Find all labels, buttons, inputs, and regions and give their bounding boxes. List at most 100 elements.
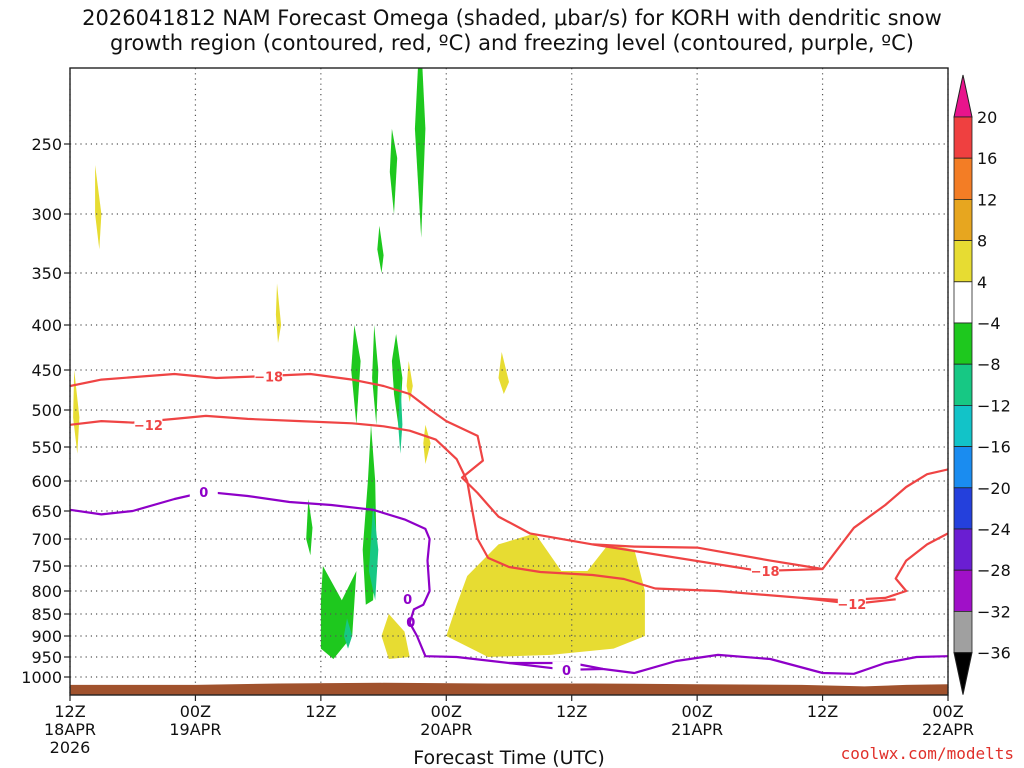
colorbar-swatch-4: [953, 281, 973, 324]
colorbar-label-11: −28: [977, 561, 1011, 580]
colorbar-bottom-arrow: [953, 652, 973, 695]
colorbar-swatch-8: [953, 446, 973, 489]
omega-shading-layer: [73, 68, 645, 659]
y-tick-label-850: 850: [31, 605, 62, 624]
temp-label-bg-3: [837, 595, 866, 611]
colorbar-label-12: −32: [977, 602, 1011, 621]
colorbar-swatch-7: [953, 404, 973, 447]
ground-surface: [70, 682, 948, 695]
temp-label-bg-1: [751, 563, 780, 578]
x-tick-label-84: 00Z: [932, 702, 963, 721]
colorbar-swatch-12: [953, 611, 973, 654]
omega-region-4: [446, 533, 645, 657]
plot-border: [69, 67, 949, 696]
colorbar-swatch-9: [953, 487, 973, 530]
colorbar-swatch-2: [953, 198, 973, 241]
y-tick-label-950: 950: [31, 648, 62, 667]
omega-region-9: [389, 128, 398, 214]
y-tick-label-900: 900: [31, 627, 62, 646]
x-tick-label-12: 00Z: [180, 702, 211, 721]
colorbar-label-5: −4: [977, 314, 1001, 333]
temp-contour-label-3: −12: [837, 598, 866, 613]
y-tick-label-750: 750: [31, 557, 62, 576]
x-tick-date-12: 19APR: [169, 720, 221, 739]
colorbar-top-arrow: [953, 74, 973, 118]
omega-region-18: [398, 378, 403, 454]
omega-region-15: [306, 499, 313, 556]
x-axis-label: Forecast Time (UTC): [413, 747, 604, 768]
colorbar-swatch-1: [953, 157, 973, 200]
colorbar-label-3: 8: [977, 232, 987, 251]
x-tick-label-60: 00Z: [681, 702, 712, 721]
colorbar-label-7: −12: [977, 396, 1011, 415]
y-tick-label-1000: 1000: [21, 668, 62, 687]
omega-region-1: [73, 370, 80, 454]
y-tick-label-350: 350: [31, 264, 62, 283]
x-tick-date-0: 18APR: [44, 720, 96, 739]
colorbar-swatch-10: [953, 528, 973, 571]
temp-label-bg-2: [134, 416, 163, 432]
y-tick-label-600: 600: [31, 472, 62, 491]
x-tick-label-48: 12Z: [556, 702, 587, 721]
colorbar-label-10: −24: [977, 520, 1011, 539]
colorbar-label-4: 4: [977, 273, 987, 292]
plot-frame: [69, 67, 949, 696]
temp-contour-label-1: −18: [751, 565, 780, 580]
y-tick-label-650: 650: [31, 502, 62, 521]
omega-region-10: [377, 225, 384, 273]
freezing-extra-label-1: 0: [406, 616, 415, 631]
omega-region-19: [343, 618, 353, 649]
colorbar-swatch-5: [953, 322, 973, 365]
y-tick-label-500: 500: [31, 401, 62, 420]
colorbar-label-2: 12: [977, 190, 997, 209]
x-tick-date-60: 21APR: [671, 720, 723, 739]
colorbar-label-0: 20: [977, 108, 997, 127]
y-tick-label-450: 450: [31, 361, 62, 380]
temp-contour-label-0: −18: [254, 370, 283, 385]
freezing-contour-0: [70, 490, 948, 675]
temp-contour-2: [70, 414, 948, 602]
omega-region-7: [406, 361, 413, 402]
y-tick-label-800: 800: [31, 582, 62, 601]
x-tick-label-72: 12Z: [807, 702, 838, 721]
chart-title: 2026041812 NAM Forecast Omega (shaded, μ…: [0, 6, 1024, 56]
omega-region-16: [320, 566, 357, 659]
temp-contour-0: [70, 372, 948, 571]
y-tick-label-300: 300: [31, 205, 62, 224]
omega-region-17: [368, 505, 379, 601]
omega-region-11: [351, 325, 361, 425]
y-tick-label-550: 550: [31, 438, 62, 457]
title-line-2: growth region (contoured, red, ºC) and f…: [110, 31, 914, 55]
colorbar-legend: 20 16 12 8 4 −4 −8 −12 −16 −20 −24 −28 −32 −36: [953, 74, 1011, 695]
colorbar-swatch-6: [953, 363, 973, 406]
freezing-extra-label-0: 0: [403, 593, 412, 608]
y-tick-label-250: 250: [31, 135, 62, 154]
credit-text[interactable]: coolwx.com/modelts: [840, 744, 1014, 763]
omega-region-5: [381, 614, 410, 659]
x-tick-label-24: 12Z: [305, 702, 336, 721]
y-axis: 250 300 350 400 450 500 550 600 650 700 750 800 850 9…: [21, 135, 70, 687]
freezing-contour-label-0: 0: [199, 486, 208, 501]
omega-region-3: [498, 352, 509, 394]
omega-region-0: [95, 165, 102, 250]
colorbar-label-13: −36: [977, 644, 1011, 663]
colorbar-swatch-0: [953, 116, 973, 159]
temp-label-bg-0: [254, 368, 283, 384]
x-tick-label-0: 12Z: [54, 702, 85, 721]
ground-layer: [70, 682, 948, 695]
y-tick-label-400: 400: [31, 316, 62, 335]
temp-contour-label-2: −12: [134, 419, 163, 434]
x-tick-date-84: 22APR: [922, 720, 974, 739]
colorbar-label-1: 16: [977, 149, 997, 168]
title-line-1: 2026041812 NAM Forecast Omega (shaded, μ…: [82, 6, 942, 30]
freezing-label-bg-0: [189, 483, 218, 499]
contour-layer: −18 −18 −12 −12 0 0 0 0: [70, 368, 948, 679]
colorbar-label-6: −8: [977, 355, 1001, 374]
x-tick-date-36: 20APR: [420, 720, 472, 739]
colorbar-label-8: −16: [977, 438, 1011, 457]
colorbar-label-9: −20: [977, 479, 1011, 498]
y-tick-label-700: 700: [31, 530, 62, 549]
omega-region-8: [414, 68, 426, 238]
